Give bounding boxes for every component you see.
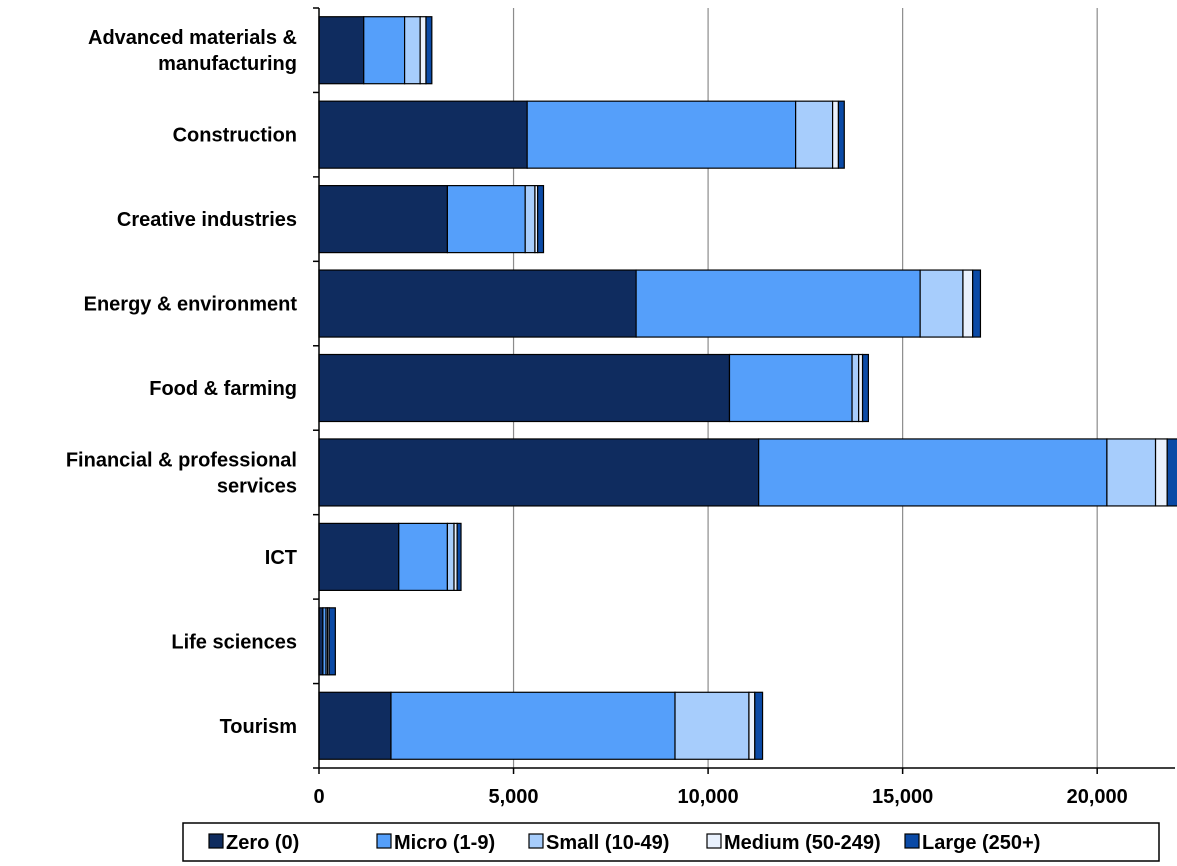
bar-segment bbox=[318, 16, 365, 85]
bar-segment bbox=[674, 691, 750, 760]
legend: Zero (0) Micro (1-9) Small (10-49) Medium (… bbox=[182, 822, 1160, 862]
category-label: Food & farming bbox=[149, 378, 297, 400]
bar-segment bbox=[446, 522, 455, 591]
bar-segment bbox=[758, 438, 1108, 507]
bar-segment bbox=[537, 185, 545, 254]
bar-segment bbox=[425, 16, 433, 85]
axes bbox=[313, 7, 1175, 774]
bar-segment bbox=[419, 16, 427, 85]
bar-segment bbox=[754, 691, 764, 760]
bar-segment bbox=[1154, 438, 1168, 507]
legend-swatch bbox=[376, 833, 392, 849]
bar-segment bbox=[318, 438, 760, 507]
bar-segment bbox=[795, 100, 834, 169]
category-label: Energy & environment bbox=[84, 294, 298, 316]
bar-segment bbox=[851, 353, 860, 423]
legend-swatch bbox=[208, 833, 224, 849]
legend-label: Zero (0) bbox=[226, 832, 299, 854]
legend-label: Small (10-49) bbox=[546, 832, 669, 854]
bar-segment bbox=[446, 185, 526, 254]
legend-label: Medium (50-249) bbox=[724, 832, 881, 854]
bar-segment bbox=[318, 185, 448, 254]
legend-label: Large (250+) bbox=[922, 832, 1040, 854]
bar-segment bbox=[962, 269, 974, 338]
bar-segment bbox=[728, 353, 853, 423]
bar-segment bbox=[318, 522, 400, 591]
axis-labels: Advanced materials & manufacturing Constru… bbox=[66, 27, 1128, 808]
category-label: Advanced materials & bbox=[88, 27, 297, 49]
category-label: Construction bbox=[173, 125, 297, 147]
bar-segment bbox=[318, 691, 392, 760]
x-tick-label: 0 bbox=[313, 786, 324, 808]
bar-segment bbox=[861, 353, 869, 423]
x-tick-label: 5,000 bbox=[489, 786, 539, 808]
legend-swatch bbox=[706, 833, 722, 849]
category-label: manufacturing bbox=[158, 53, 297, 75]
bar-segment bbox=[404, 16, 421, 85]
bars bbox=[318, 16, 1177, 760]
category-label: services bbox=[217, 475, 297, 497]
x-tick-label: 15,000 bbox=[872, 786, 933, 808]
bar-segment bbox=[526, 100, 797, 169]
category-label: Tourism bbox=[220, 716, 297, 738]
bar-segment bbox=[318, 269, 637, 338]
bar-segment bbox=[635, 269, 921, 338]
legend-swatch bbox=[904, 833, 920, 849]
bar-segment bbox=[748, 691, 756, 760]
bar-segment bbox=[363, 16, 406, 85]
category-label: ICT bbox=[265, 547, 297, 569]
bar-segment bbox=[524, 185, 536, 254]
bar-segment bbox=[1166, 438, 1177, 507]
bar-segment bbox=[328, 607, 336, 676]
bar-segment bbox=[318, 353, 731, 423]
legend-box bbox=[182, 822, 1160, 862]
x-tick-label: 10,000 bbox=[678, 786, 739, 808]
bar-segment bbox=[972, 269, 982, 338]
bar-segment bbox=[318, 100, 528, 169]
legend-swatch bbox=[528, 833, 544, 849]
bar-segment bbox=[1106, 438, 1157, 507]
category-label: Creative industries bbox=[117, 209, 297, 231]
bar-segment bbox=[837, 100, 845, 169]
bar-segment bbox=[398, 522, 449, 591]
bar-segment bbox=[831, 100, 840, 169]
bar-segment bbox=[390, 691, 676, 760]
bar-segment bbox=[456, 522, 462, 591]
x-tick-label: 20,000 bbox=[1067, 786, 1128, 808]
category-label: Life sciences bbox=[171, 631, 297, 653]
bar-segment bbox=[919, 269, 964, 338]
legend-label: Micro (1-9) bbox=[394, 832, 495, 854]
category-label: Financial & professional bbox=[66, 449, 297, 471]
